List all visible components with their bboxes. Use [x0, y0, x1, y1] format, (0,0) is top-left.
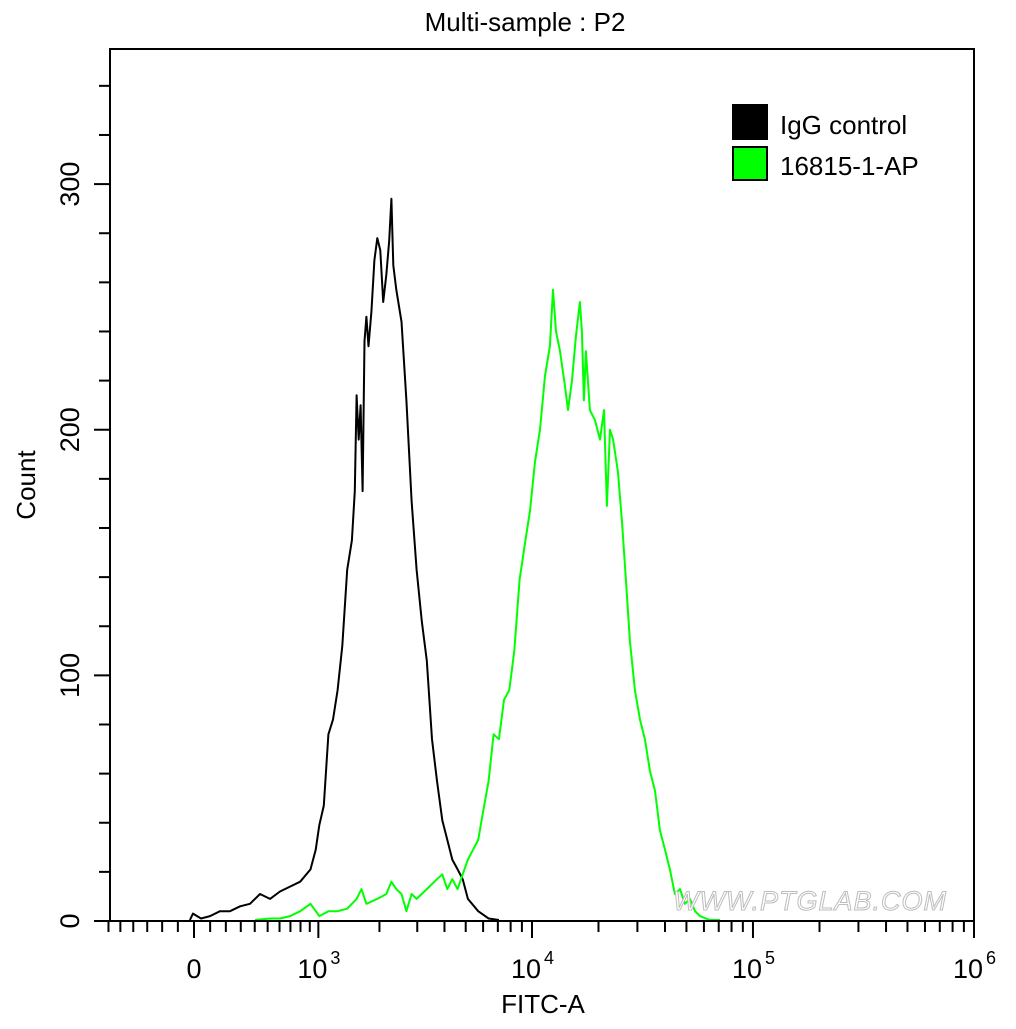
legend-label-antibody: 16815-1-AP — [780, 151, 919, 181]
y-tick-label: 200 — [55, 407, 85, 452]
y-tick-label: 0 — [55, 913, 85, 928]
x-tick-label: 10 — [732, 954, 762, 984]
x-tick-label: 10 — [297, 954, 327, 984]
legend-swatch-igg — [732, 104, 768, 140]
series-layer — [189, 197, 720, 921]
x-tick-label-exponent: 5 — [765, 948, 775, 968]
x-tick-label-exponent: 3 — [330, 948, 340, 968]
x-axis-label: FITC-A — [501, 989, 585, 1019]
legend: IgG control 16815-1-AP — [732, 104, 919, 181]
series-line-antibody — [254, 288, 720, 921]
x-tick-label: 10 — [953, 954, 983, 984]
x-tick-label-exponent: 6 — [986, 948, 996, 968]
plot-frame — [109, 48, 975, 922]
y-tick-label: 300 — [55, 162, 85, 207]
watermark: WWW.PTGLAB.COM — [673, 886, 947, 916]
x-tick-label: 10 — [511, 954, 541, 984]
x-tick-label-exponent: 4 — [544, 948, 554, 968]
series-line-igg-control — [189, 197, 500, 921]
legend-swatch-antibody — [732, 146, 768, 181]
chart-title: Multi-sample : P2 — [425, 7, 626, 37]
y-tick-label: 100 — [55, 653, 85, 698]
legend-label-igg: IgG control — [780, 110, 907, 140]
x-tick-label: 0 — [186, 954, 201, 984]
y-axis-label: Count — [11, 450, 41, 520]
